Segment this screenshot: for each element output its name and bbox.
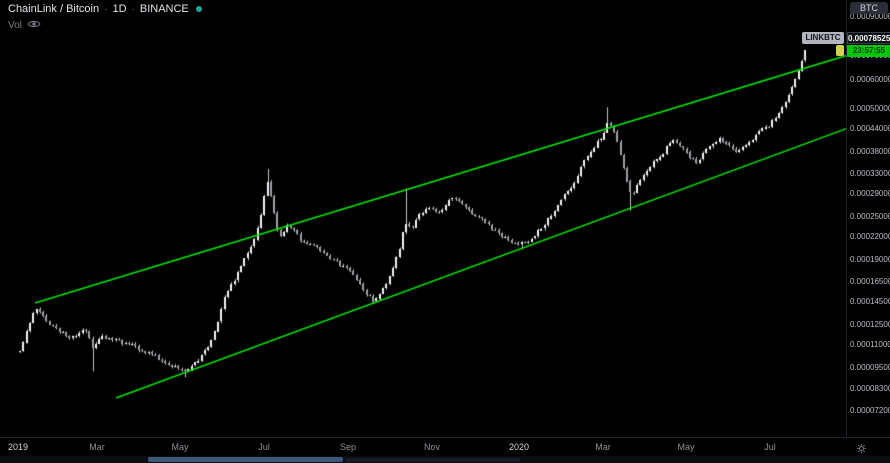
time-axis[interactable]: 2019 Mar May Jul Sep Nov 2020 Mar May Jul — [0, 437, 890, 457]
taskbar-app-highlight — [148, 457, 343, 462]
bar-close-countdown-tag: 23:57:55 — [847, 44, 890, 57]
price-axis-label: 0.00090000 — [850, 12, 890, 21]
currency-toggle-button[interactable]: BTC — [850, 2, 888, 14]
taskbar-sliver — [0, 456, 890, 463]
time-axis-label: Mar — [595, 442, 611, 452]
price-axis-label: 0.00044000 — [850, 123, 890, 133]
price-axis-label: 0.00029000 — [850, 188, 890, 198]
market-status-dot — [195, 6, 202, 12]
countdown-clock-chip — [836, 45, 844, 57]
legend-separator: · — [131, 3, 135, 15]
interval-label[interactable]: 1D — [112, 3, 127, 15]
price-axis-label: 0.00022000 — [850, 231, 890, 241]
price-axis-label: 0.00011000 — [850, 340, 890, 350]
time-axis-label: 2019 — [7, 442, 29, 452]
price-axis[interactable]: BTC 0.00078525 23:57:55 0.000900000.0007… — [846, 0, 890, 437]
time-axis-label: 2020 — [508, 442, 530, 452]
price-axis-label: 0.00050000 — [850, 103, 890, 113]
price-axis-label: 0.00008300 — [850, 384, 890, 394]
time-axis-label: May — [171, 442, 189, 452]
price-axis-label: 0.00025000 — [850, 211, 890, 221]
symbol-price-line-tag: LINKBTC — [802, 32, 844, 45]
price-axis-label: 0.00038000 — [850, 146, 890, 156]
exchange-label[interactable]: BINANCE — [139, 3, 189, 15]
price-axis-label: 0.00007200 — [850, 406, 890, 416]
time-axis-label: May — [677, 442, 695, 452]
price-chart-canvas[interactable] — [0, 0, 846, 437]
legend-separator: · — [104, 3, 108, 15]
time-axis-label: Nov — [423, 442, 441, 452]
price-axis-label: 0.00060000 — [850, 75, 890, 85]
price-axis-label: 0.00019000 — [850, 254, 890, 264]
symbol-title[interactable]: ChainLink / Bitcoin — [8, 3, 100, 15]
volume-indicator-label: Vol — [8, 20, 22, 31]
volume-indicator-legend: Vol — [8, 19, 41, 32]
time-axis-label: Jul — [764, 442, 776, 452]
price-axis-label: 0.00009500 — [850, 362, 890, 372]
settings-gear-icon[interactable] — [856, 441, 867, 459]
last-price-tag: 0.00078525 — [847, 32, 890, 45]
time-axis-label: Sep — [339, 442, 357, 452]
symbol-legend: ChainLink / Bitcoin · 1D · BINANCE — [8, 3, 202, 15]
visibility-eye-icon[interactable] — [27, 19, 41, 32]
taskbar-segment — [345, 458, 520, 462]
price-axis-label: 0.00012500 — [850, 320, 890, 330]
time-axis-label: Jul — [258, 442, 270, 452]
price-axis-label: 0.00014500 — [850, 296, 890, 306]
time-axis-label: Mar — [89, 442, 105, 452]
price-axis-label: 0.00033000 — [850, 168, 890, 178]
price-axis-label: 0.00016500 — [850, 276, 890, 286]
